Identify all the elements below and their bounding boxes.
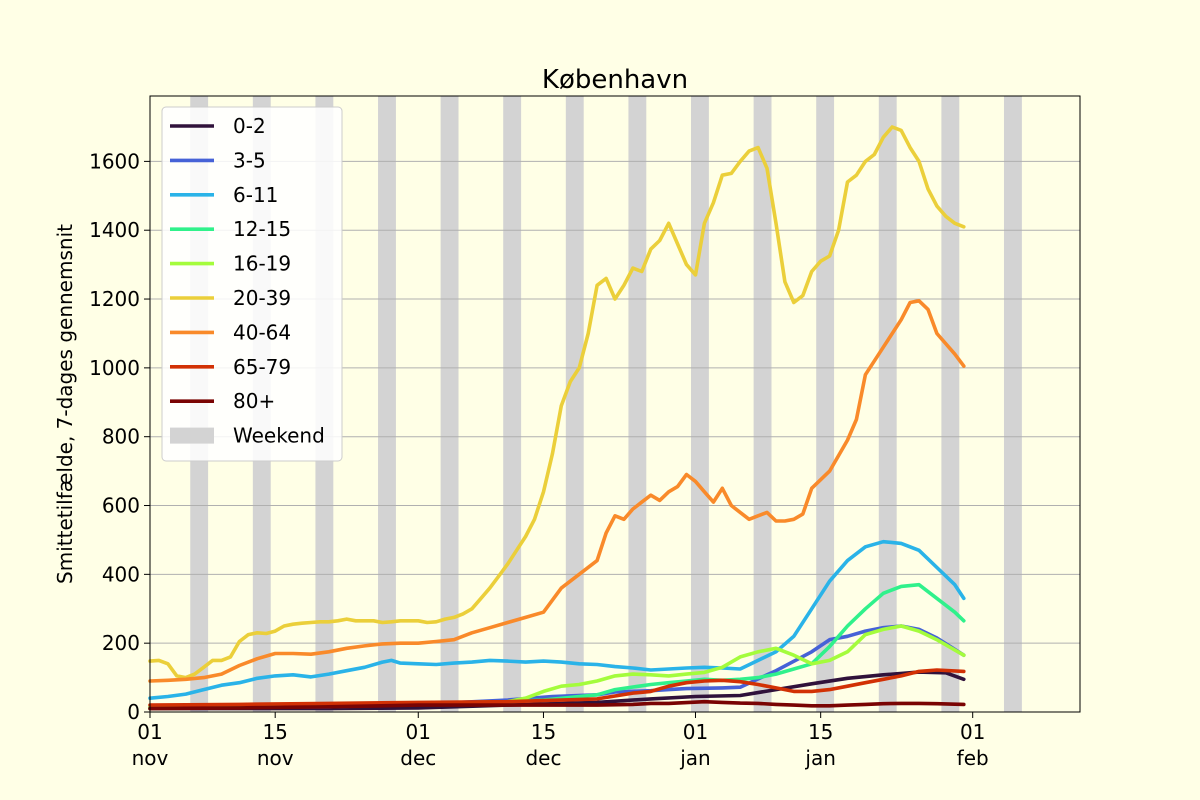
weekend-band [753, 96, 772, 712]
legend-label: 40-64 [233, 320, 291, 344]
weekend-band [941, 96, 960, 712]
weekend-band [440, 96, 459, 712]
plot-frame [149, 95, 1081, 713]
x-tick-sublabel: dec [400, 746, 436, 770]
y-tick-label: 1400 [89, 218, 140, 242]
x-tick-label: 15 [808, 720, 833, 744]
x-tick-sublabel: dec [525, 746, 561, 770]
series-line-40-64 [148, 299, 966, 683]
x-tick-label: 01 [406, 720, 431, 744]
x-tick-sublabel: feb [957, 746, 989, 770]
legend-label: 16-19 [233, 252, 291, 276]
series-line-20-39 [148, 125, 966, 680]
legend-label-weekend: Weekend [233, 424, 325, 448]
legend-label: 20-39 [233, 286, 291, 310]
y-tick-label: 400 [102, 562, 140, 586]
legend-label: 80+ [233, 389, 275, 413]
weekend-band [878, 96, 897, 712]
legend: 0-2 3-5 6-11 12-15 16-19 20-39 40-64 65-79 80+ We… [161, 106, 343, 462]
weekend-bands [190, 96, 1022, 712]
y-tick-label: 800 [102, 425, 140, 449]
y-tick-label: 1000 [89, 356, 140, 380]
y-tick-label: 0 [127, 700, 140, 724]
weekend-band [503, 96, 522, 712]
chart-title: København [542, 65, 688, 95]
x-tick-label: 01 [960, 720, 985, 744]
legend-swatch-weekend [170, 427, 214, 444]
series-line-6-11 [148, 539, 966, 700]
axes: 0200400600800100012001400160001nov15nov0… [89, 149, 989, 770]
y-axis-label: Smittetilfælde, 7-dages gennemsnit [53, 224, 77, 584]
y-tick-label: 1600 [89, 149, 140, 173]
legend-label: 3-5 [233, 148, 266, 172]
x-tick-sublabel: nov [257, 746, 294, 770]
weekend-band [1003, 96, 1022, 712]
x-tick-sublabel: jan [679, 746, 711, 770]
legend-label: 0-2 [233, 114, 266, 138]
weekend-band [816, 96, 835, 712]
series-line-16-19 [148, 624, 966, 710]
series-line-0-2 [148, 670, 966, 711]
weekend-band [565, 96, 584, 712]
y-tick-label: 200 [102, 631, 140, 655]
weekend-band [378, 96, 396, 712]
series-line-65-79 [148, 668, 966, 707]
y-tick-label: 600 [102, 494, 140, 518]
weekend-band [691, 96, 709, 712]
y-tick-label: 1200 [89, 287, 140, 311]
series-lines [148, 125, 966, 711]
x-tick-label: 01 [683, 720, 708, 744]
weekend-band [628, 96, 647, 712]
x-tick-sublabel: nov [132, 746, 169, 770]
legend-label: 6-11 [233, 183, 278, 207]
legend-label: 12-15 [233, 217, 291, 241]
x-tick-label: 15 [531, 720, 556, 744]
x-tick-sublabel: jan [804, 746, 836, 770]
series-line-80+ [148, 699, 966, 711]
legend-label: 65-79 [233, 355, 291, 379]
x-tick-label: 15 [262, 720, 287, 744]
x-tick-label: 01 [137, 720, 162, 744]
